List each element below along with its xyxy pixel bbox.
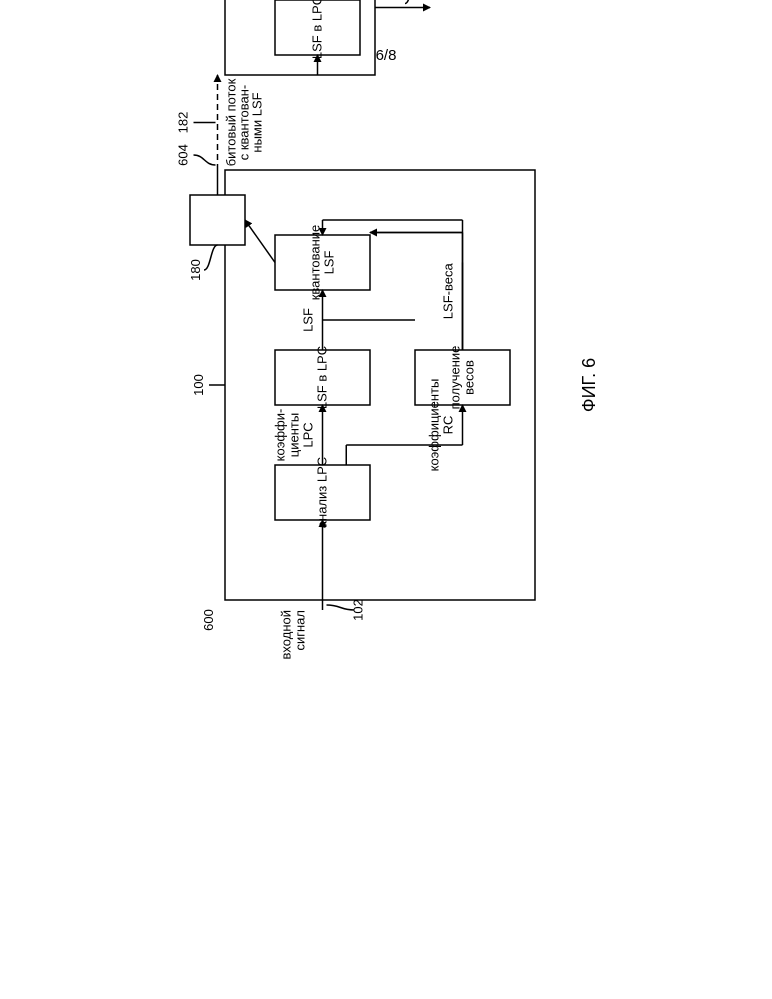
lpc-analysis-label: анализ LPC [315,457,330,528]
label-bitstream: битовый потокс квантован-ными LSF [224,78,265,166]
arrow-quant-stream [245,220,275,263]
ref-180: 180 [188,259,203,281]
ref-604: 604 [176,144,191,166]
diagram-canvas: анализ LPCLSF в LPCполучениевесовквантов… [176,0,600,659]
ref-600: 600 [201,609,216,631]
lsf-in-lpc-2-label: LSF в LPC [310,0,325,59]
ref-100: 100 [191,374,206,396]
ref-182: 182 [176,112,191,134]
label-input-signal: входнойсигнал [279,610,308,659]
figure-label: ФИГ. 6 [579,358,599,412]
label-lpc-coeffs: коэффи-циентыLPC [273,409,316,462]
label-lsf-weights: LSF-веса [441,263,456,320]
label-lsf: LSF [301,308,316,332]
lsf-in-lpc-label: LSF в LPC [315,346,330,409]
page-number: 6/8 [376,47,397,64]
bitstream-box [190,195,245,245]
